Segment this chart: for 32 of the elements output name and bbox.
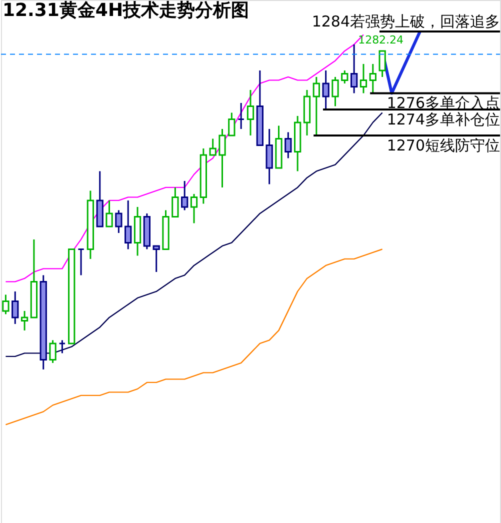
candlestick — [49, 339, 56, 364]
candlestick — [209, 138, 216, 156]
candlestick — [77, 248, 85, 276]
candlestick — [246, 89, 254, 136]
candlestick — [20, 310, 28, 332]
candlestick — [378, 50, 386, 78]
candlestick — [124, 200, 132, 250]
annotation: 1282.24 — [358, 33, 404, 46]
candlestick — [284, 131, 292, 159]
candlestick — [181, 180, 188, 211]
candlestick — [360, 63, 368, 94]
candlestick — [341, 70, 348, 84]
candlestick — [218, 128, 226, 188]
candlestick — [369, 63, 376, 94]
candlestick — [238, 102, 245, 130]
candlestick — [190, 193, 198, 224]
ref-line-label: 1270短线防守位 — [386, 136, 500, 154]
candlestick — [152, 245, 160, 273]
candlestick — [12, 290, 19, 325]
candlestick — [172, 186, 179, 218]
chart-title: 12.31黄金4H技术走势分析图 — [2, 0, 250, 21]
candlestick — [322, 70, 330, 110]
candlestick — [312, 76, 320, 136]
candlestick — [350, 44, 358, 94]
candlestick — [228, 112, 236, 136]
candlestick — [332, 76, 339, 107]
candlestick — [266, 128, 273, 185]
candlestick — [58, 339, 66, 354]
ref-line-label: 1274多单补仓位 — [386, 110, 500, 128]
candlestick — [106, 200, 113, 228]
ref-line-label: 1284若强势上破，回落追多 — [312, 12, 500, 30]
candlestick — [115, 209, 122, 234]
